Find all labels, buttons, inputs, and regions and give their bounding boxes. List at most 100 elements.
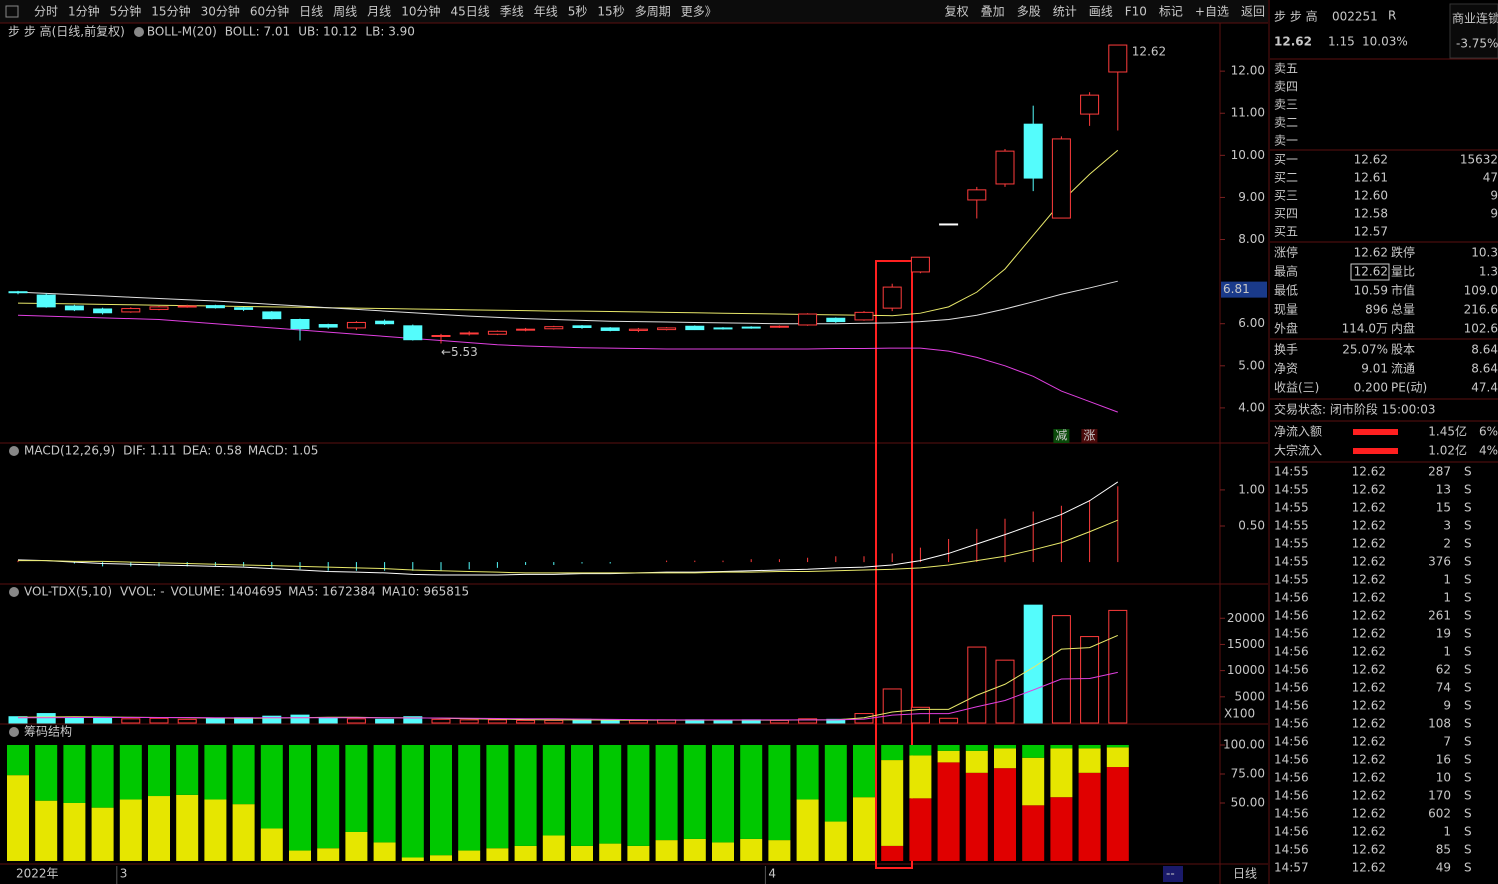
toolbar-tab[interactable]: 季线 <box>500 5 524 19</box>
toolbar-tab[interactable]: 多周期 <box>635 5 671 19</box>
fund-label: 流通 <box>1391 362 1415 376</box>
ask-label: 卖三 <box>1274 98 1298 112</box>
chip-green <box>853 744 875 798</box>
axis-marker-box <box>1221 281 1267 298</box>
chip-green <box>712 744 734 843</box>
trade-side: S <box>1464 807 1472 821</box>
bid-price: 12.58 <box>1354 207 1388 221</box>
chip-yellow <box>458 850 481 861</box>
toolbar-button[interactable]: 画线 <box>1089 5 1113 19</box>
chip-green <box>401 744 424 858</box>
chip-green <box>881 744 904 761</box>
candle-body <box>1051 138 1071 219</box>
chip-yellow <box>63 802 86 861</box>
fund-value: 25.07% <box>1342 343 1388 357</box>
chip-green <box>627 744 650 846</box>
chip-yellow <box>119 799 142 861</box>
volume-bar <box>713 719 733 724</box>
trade-time: 14:55 <box>1274 465 1309 479</box>
trade-volume: 15 <box>1436 501 1451 515</box>
chip-yellow <box>853 797 875 861</box>
toolbar-tab[interactable]: 5秒 <box>568 5 588 19</box>
chip-yellow <box>373 842 396 861</box>
toolbar-tab[interactable]: 45日线 <box>450 5 489 19</box>
menu-icon[interactable] <box>5 5 19 18</box>
trade-volume: 49 <box>1436 861 1451 875</box>
toolbar-tab[interactable]: 分时 <box>34 5 58 19</box>
toolbar-button[interactable]: 标记 <box>1159 5 1183 19</box>
candle-body <box>826 317 846 323</box>
toolbar-tab[interactable]: 15分钟 <box>151 4 190 19</box>
toolbar-button[interactable]: 统计 <box>1053 5 1077 19</box>
chip-yellow <box>768 840 791 861</box>
trade-side: S <box>1464 753 1472 767</box>
toolbar-tab[interactable]: 年线 <box>534 5 558 19</box>
volume-bar <box>318 717 338 724</box>
toolbar-tab[interactable]: 周线 <box>333 5 357 19</box>
indicator-readout: VOLUME: 1404695 <box>171 585 283 599</box>
trade-volume: 2 <box>1443 537 1451 551</box>
bid-label: 买三 <box>1274 189 1298 203</box>
sector-change: -3.75% <box>1456 37 1498 51</box>
toolbar-tab[interactable]: 60分钟 <box>250 4 289 19</box>
volume-bar <box>459 719 479 724</box>
fund-label: 换手 <box>1274 343 1298 357</box>
toolbar-button[interactable]: F10 <box>1125 5 1147 19</box>
candle-body <box>741 326 761 329</box>
trade-time: 14:56 <box>1274 771 1309 785</box>
bid-volume: 15632 <box>1460 153 1498 167</box>
candle-body <box>318 324 338 328</box>
toolbar-tab[interactable]: 30分钟 <box>201 4 240 19</box>
axis-marker-label: 6.81 <box>1223 282 1250 296</box>
y-tick-label: 6.00 <box>1238 316 1265 330</box>
toolbar-button[interactable]: +自选 <box>1195 5 1229 19</box>
stat-value: 12.62 <box>1354 246 1388 260</box>
toolbar-tab[interactable]: 日线 <box>299 5 323 19</box>
trade-time: 14:56 <box>1274 753 1309 767</box>
trade-price: 12.62 <box>1352 771 1386 785</box>
trade-time: 14:56 <box>1274 789 1309 803</box>
bid-volume: 9 <box>1490 189 1498 203</box>
toolbar-button[interactable]: 多股 <box>1017 5 1041 19</box>
fund-label: 收益(三) <box>1274 381 1319 395</box>
year-label: 2022年 <box>16 867 59 881</box>
volume-bar <box>290 714 310 724</box>
toolbar-tab[interactable]: 月线 <box>367 5 391 19</box>
fund-value: 47.4 <box>1471 381 1498 395</box>
month-label: 4 <box>768 867 776 881</box>
toolbar-tab[interactable]: 5分钟 <box>110 4 142 19</box>
volume-bar <box>8 716 28 724</box>
candle-body <box>36 294 56 308</box>
fund-value: 8.64 <box>1471 343 1498 357</box>
flow-label: 大宗流入 <box>1274 443 1322 458</box>
signal-text: 涨 <box>1083 428 1095 443</box>
stat-label: 涨停 <box>1274 245 1298 260</box>
toolbar-tab[interactable]: 更多》 <box>681 5 717 19</box>
y-tick-label: 75.00 <box>1231 766 1265 780</box>
toolbar-button[interactable]: 叠加 <box>981 5 1005 19</box>
volume-bar <box>1108 609 1128 724</box>
chip-red <box>1050 797 1073 861</box>
ask-label: 卖五 <box>1274 62 1298 76</box>
trade-side: S <box>1464 789 1472 803</box>
trade-volume: 19 <box>1436 627 1451 641</box>
toolbar-button[interactable]: 复权 <box>945 5 969 19</box>
trade-price: 12.62 <box>1352 681 1386 695</box>
chip-yellow <box>204 799 227 861</box>
trade-side: S <box>1464 771 1472 785</box>
indicator-readout: MA10: 965815 <box>382 585 470 599</box>
flow-label: 净流入额 <box>1274 425 1322 439</box>
toolbar-tab[interactable]: 10分钟 <box>401 4 440 19</box>
candle-body <box>346 321 366 329</box>
toolbar-tab[interactable]: 1分钟 <box>68 4 100 19</box>
toolbar-tab[interactable]: 15秒 <box>597 5 624 19</box>
volume-bar <box>149 717 169 724</box>
chip-yellow <box>683 838 706 861</box>
chip-yellow <box>655 840 678 861</box>
y-tick-label: 100.00 <box>1223 737 1265 751</box>
bid-label: 买一 <box>1274 153 1298 167</box>
trade-time: 14:56 <box>1274 627 1309 641</box>
toolbar-button[interactable]: 返回 <box>1241 5 1265 19</box>
chip-yellow <box>91 807 114 861</box>
nav-box[interactable] <box>1163 866 1183 882</box>
